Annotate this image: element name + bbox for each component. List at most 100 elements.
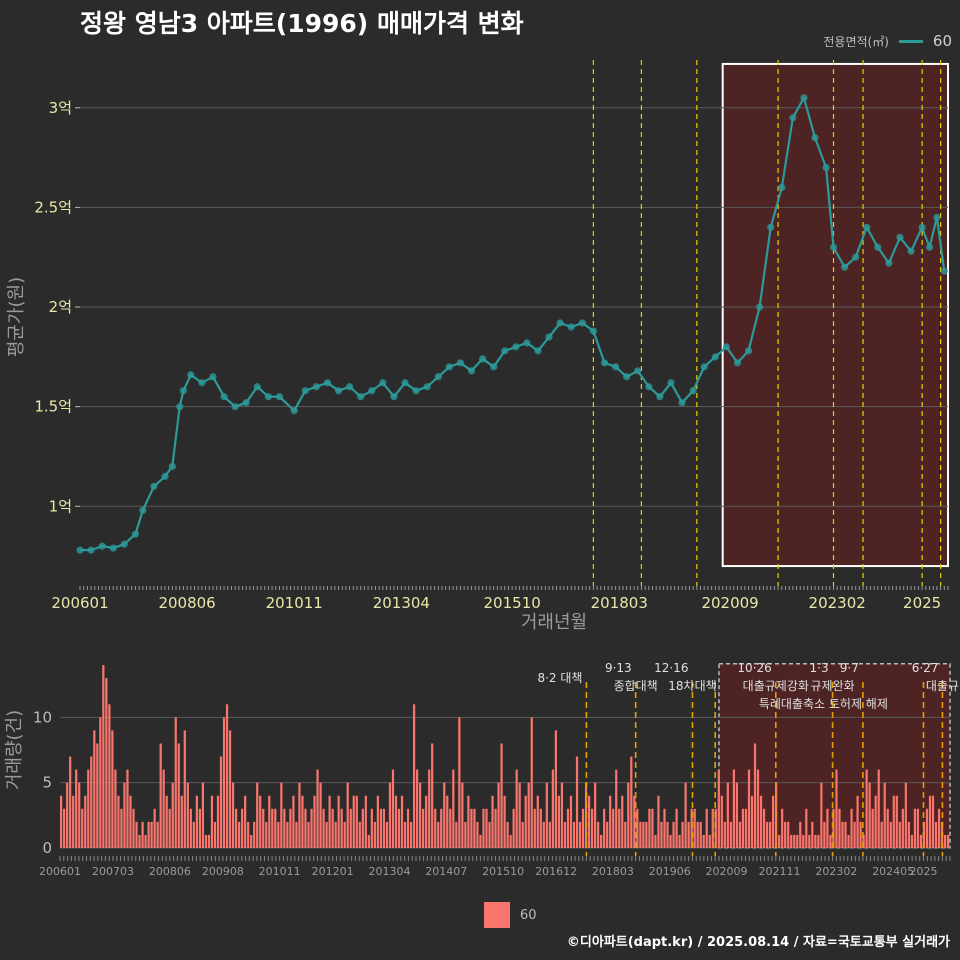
volume-bar [234, 808, 238, 848]
volume-bar [440, 808, 443, 848]
volume-bar [781, 808, 784, 848]
legend-series-label: 60 [932, 32, 952, 50]
volume-bar [201, 782, 205, 848]
volume-x-tick-label: 201201 [312, 865, 354, 878]
price-x-tick-label: 201510 [484, 594, 541, 612]
volume-bar [594, 782, 597, 848]
volume-bar [210, 795, 214, 848]
volume-bar [560, 782, 564, 848]
volume-bar [310, 808, 313, 848]
volume-bar [747, 769, 751, 848]
volume-bar [741, 808, 745, 848]
volume-bar [189, 808, 192, 848]
price-y-tick-label: 1억 [49, 497, 72, 515]
volume-bar [159, 743, 162, 848]
legend-bar-swatch [484, 902, 510, 928]
volume-bar [334, 821, 337, 848]
volume-bar [81, 808, 84, 848]
volume-bar [265, 821, 268, 848]
volume-bar [705, 808, 708, 848]
legend-top: 전용면적(㎡) 60 [823, 32, 952, 50]
volume-bar [455, 821, 458, 848]
volume-x-tick-label: 202405 [872, 865, 914, 878]
volume-bar [464, 821, 467, 848]
volume-x-tick-label: 202009 [706, 865, 748, 878]
volume-bar [144, 834, 147, 848]
volume-bar [853, 821, 856, 848]
volume-bar [60, 795, 63, 848]
volume-bar [624, 821, 627, 848]
volume-x-tick-label: 201011 [259, 865, 301, 878]
volume-bar [817, 834, 820, 848]
volume-bar [156, 821, 159, 848]
annotation-line1: 9·7 [840, 661, 859, 675]
volume-bar [639, 821, 642, 848]
volume-bar [814, 834, 817, 848]
volume-bar [132, 808, 135, 848]
volume-bar [162, 769, 165, 848]
volume-bar [907, 821, 910, 848]
volume-x-tick-label: 201510 [482, 865, 524, 878]
volume-bar [509, 834, 512, 848]
volume-bar [482, 808, 485, 848]
volume-bar [578, 821, 582, 848]
volume-bar [675, 808, 678, 848]
annotation-line2: 특례대출축소 토허제 해제 [759, 697, 888, 711]
volume-bar [174, 717, 177, 848]
volume-bar [503, 795, 506, 848]
volume-x-tick-label: 201612 [535, 865, 577, 878]
volume-bar [633, 795, 636, 848]
volume-bar [425, 795, 428, 848]
volume-bar [904, 782, 907, 848]
volume-bar [587, 795, 591, 848]
volume-bar [99, 717, 102, 848]
volume-bar [409, 821, 413, 848]
volume-bar [238, 821, 241, 848]
price-x-tick-label: 201803 [591, 594, 648, 612]
volume-bar [289, 808, 292, 848]
volume-bar [437, 821, 440, 848]
volume-bar [171, 782, 174, 848]
volume-bar [123, 782, 126, 848]
volume-x-tick-label: 2025 [909, 865, 937, 878]
volume-bar [551, 769, 554, 848]
volume-bar [808, 834, 811, 848]
volume-bar [394, 795, 398, 848]
volume-bar [388, 782, 392, 848]
volume-bar [147, 821, 150, 848]
volume-bar [461, 782, 464, 848]
volume-bar [135, 821, 138, 848]
volume-bar [566, 808, 570, 848]
volume-bar [720, 795, 723, 848]
volume-bar [361, 808, 364, 848]
volume-bar [153, 808, 156, 848]
volume-bar [850, 808, 853, 848]
volume-bar [856, 795, 859, 848]
volume-bar [946, 834, 950, 848]
volume-y-tick-label: 0 [42, 839, 52, 857]
volume-bar [772, 795, 775, 848]
volume-bar [488, 821, 491, 848]
volume-bar [621, 795, 624, 848]
volume-bar [195, 795, 198, 848]
price-x-tick-label: 200806 [158, 594, 215, 612]
volume-bar [530, 717, 533, 848]
volume-bar [645, 821, 648, 848]
legend-line-swatch [898, 39, 923, 43]
volume-bar [280, 782, 283, 848]
annotation-line2: 대출규 [926, 679, 959, 693]
volume-bar [793, 834, 796, 848]
volume-bar [838, 808, 841, 848]
volume-bar [787, 821, 790, 848]
volume-bar [277, 821, 280, 848]
volume-bar [84, 795, 87, 848]
volume-bar [358, 821, 361, 848]
volume-x-tick-label: 201906 [649, 865, 691, 878]
volume-bar [847, 834, 850, 848]
volume-bar [241, 808, 244, 848]
annotation-line1: 12·16 [654, 661, 688, 675]
annotation-line1: 6·27 [912, 661, 939, 675]
annotation-line2: 18차대책 [668, 678, 716, 693]
volume-x-tick-label: 201304 [368, 865, 410, 878]
volume-bar [934, 821, 938, 848]
